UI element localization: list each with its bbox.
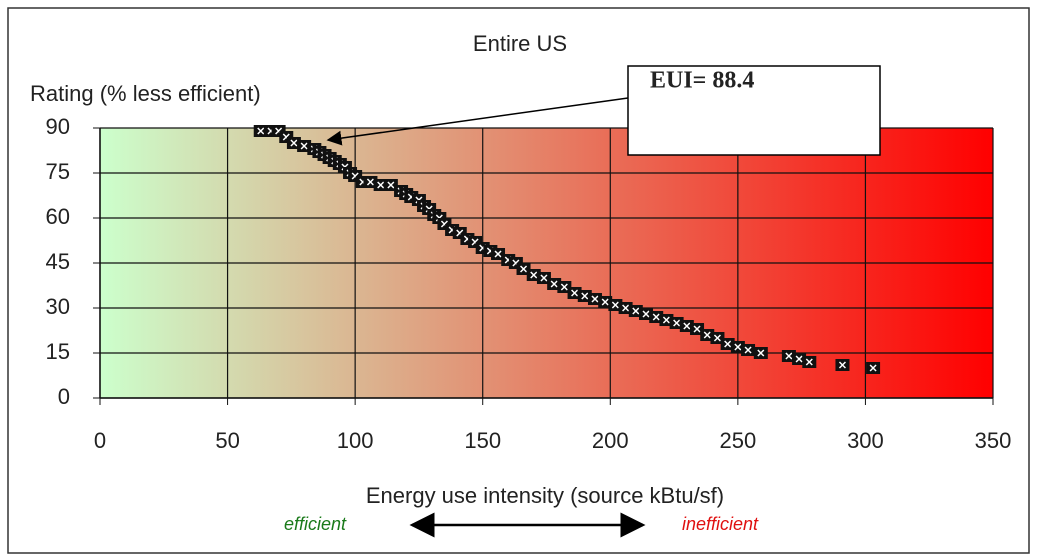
y-tick-label: 60 (46, 204, 70, 229)
data-point (835, 359, 850, 371)
y-tick-label: 75 (46, 159, 70, 184)
x-tick-label: 150 (464, 428, 501, 453)
marker-cross (869, 364, 877, 372)
data-point (753, 347, 768, 359)
marker-cross (290, 139, 298, 147)
y-axis-label: Rating (% less efficient) (30, 81, 261, 106)
marker-cross (560, 283, 568, 291)
marker-cross (662, 316, 670, 324)
marker-cross (642, 310, 650, 318)
marker-cross (652, 313, 660, 321)
data-point (866, 362, 881, 374)
efficient-note: efficient (284, 514, 347, 534)
y-tick-label: 0 (58, 384, 70, 409)
marker-cross (703, 331, 711, 339)
marker-cross (540, 274, 548, 282)
marker-cross (300, 142, 308, 150)
marker-cross (571, 289, 579, 297)
marker-cross (530, 271, 538, 279)
annotation-text: EUI= 88.4 (650, 68, 754, 94)
data-point (802, 356, 817, 368)
marker-cross (581, 292, 589, 300)
marker-cross (601, 298, 609, 306)
x-tick-label: 100 (337, 428, 374, 453)
marker-cross (757, 349, 765, 357)
marker-cross (632, 307, 640, 315)
x-tick-label: 250 (719, 428, 756, 453)
x-axis-label: Energy use intensity (source kBtu/sf) (366, 483, 724, 508)
data-point (741, 344, 756, 356)
marker-cross (683, 322, 691, 330)
x-tick-label: 50 (215, 428, 239, 453)
x-tick-label: 300 (847, 428, 884, 453)
marker-cross (785, 352, 793, 360)
marker-cross (693, 325, 701, 333)
marker-cross (494, 250, 502, 258)
marker-cross (734, 343, 742, 351)
x-tick-label: 350 (975, 428, 1012, 453)
annotation-box (627, 65, 881, 156)
annotation-arrow (326, 97, 629, 146)
marker-cross (744, 346, 752, 354)
marker-cross (377, 181, 385, 189)
x-tick-label: 200 (592, 428, 629, 453)
y-tick-label: 15 (46, 339, 70, 364)
chart-title: Entire US (473, 31, 567, 56)
marker-cross (673, 319, 681, 327)
y-tick-label: 30 (46, 294, 70, 319)
marker-cross (795, 355, 803, 363)
marker-cross (550, 280, 558, 288)
y-tick-label: 90 (46, 114, 70, 139)
marker-cross (805, 358, 813, 366)
y-tick-label: 45 (46, 249, 70, 274)
marker-cross (520, 265, 528, 273)
marker-cross (366, 178, 374, 186)
marker-cross (838, 361, 846, 369)
inefficient-note: inefficient (682, 514, 759, 534)
marker-cross (257, 127, 265, 135)
marker-cross (724, 340, 732, 348)
marker-cross (611, 301, 619, 309)
marker-cross (387, 181, 395, 189)
marker-cross (622, 304, 630, 312)
x-tick-label: 0 (94, 428, 106, 453)
marker-cross (713, 334, 721, 342)
marker-cross (591, 295, 599, 303)
